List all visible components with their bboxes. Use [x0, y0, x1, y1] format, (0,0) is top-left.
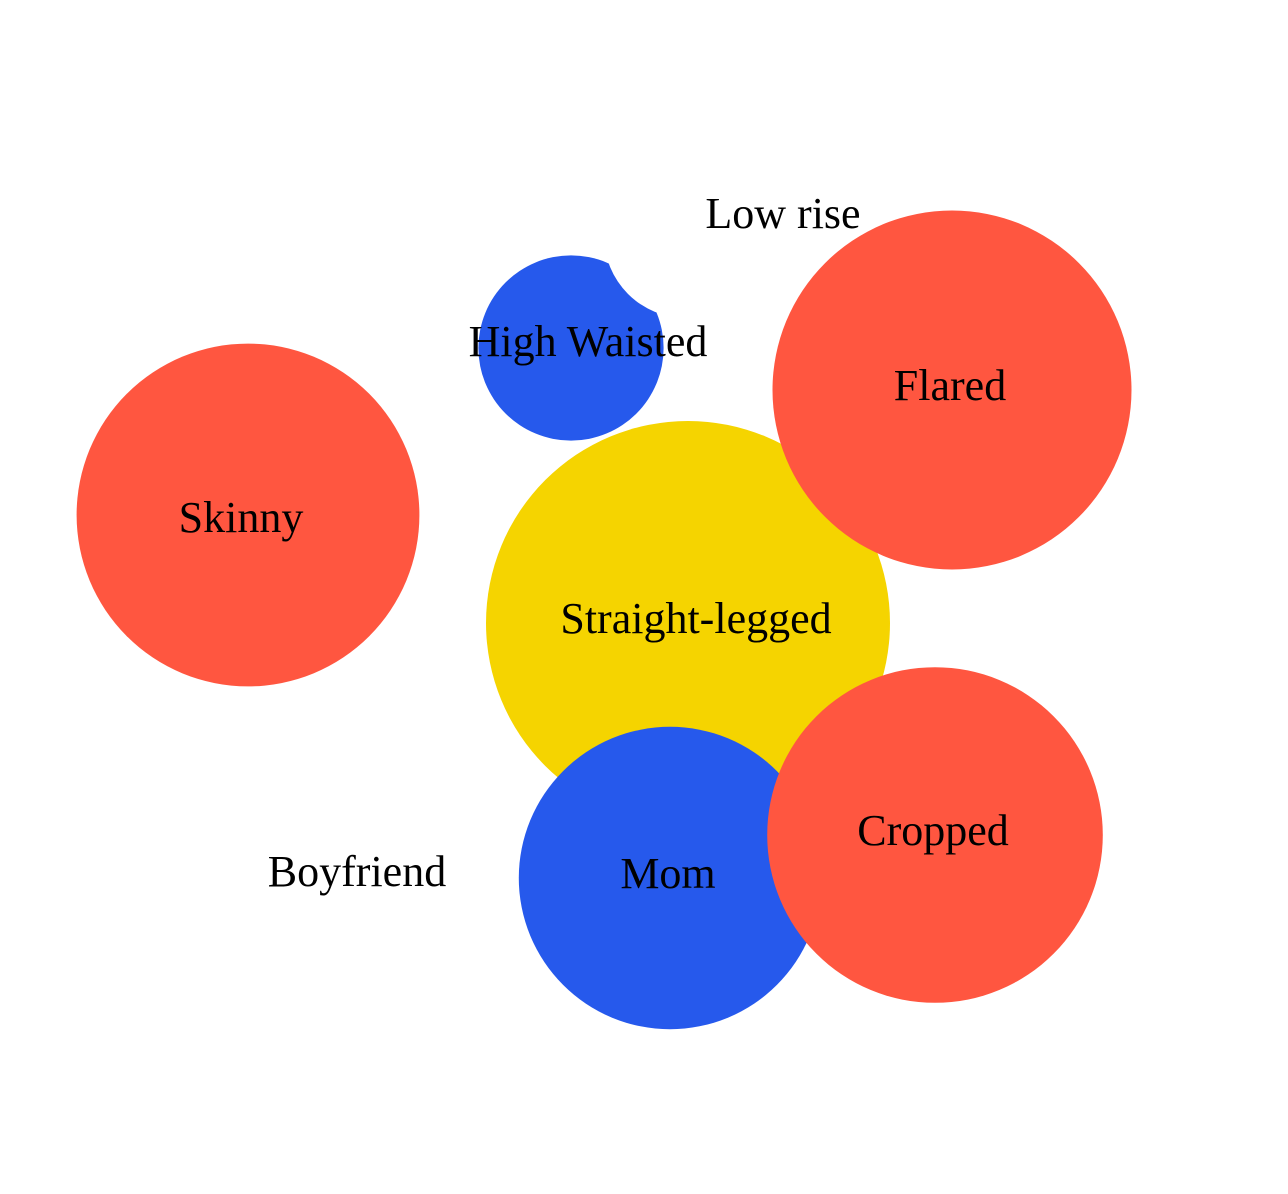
bubbles-layer [76, 154, 1132, 1030]
bubble-label-flared: Flared [894, 361, 1006, 410]
bubble-label-skinny: Skinny [179, 493, 304, 542]
bubble-skinny [76, 343, 420, 687]
bubble-cropped [767, 667, 1103, 1003]
bubble-high-waisted [478, 255, 664, 441]
bubble-low-rise-mask [604, 154, 768, 318]
bubble-label-straight-legged: Straight-legged [560, 594, 831, 643]
bubble-label-boyfriend: Boyfriend [268, 847, 446, 896]
bubble-mom [518, 726, 822, 1030]
bubble-label-low-rise: Low rise [705, 189, 860, 238]
bubble-straight-legged [486, 421, 890, 825]
bubble-label-cropped: Cropped [857, 806, 1009, 855]
bubble-flared [772, 210, 1132, 570]
bubble-label-mom: Mom [620, 849, 715, 898]
bubble-label-high-waisted: High Waisted [469, 317, 708, 366]
labels-layer: Straight-legged Mom Cropped Flared Skinny Hig… [179, 189, 1009, 898]
